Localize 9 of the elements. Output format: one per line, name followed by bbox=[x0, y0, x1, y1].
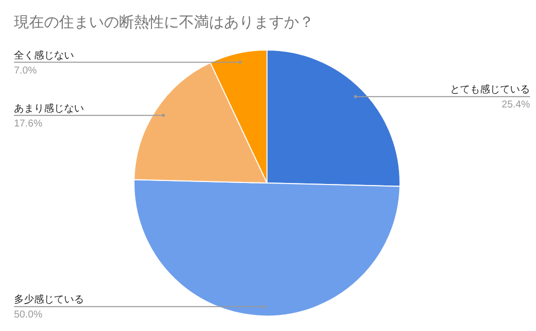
slice-label: あまり感じない bbox=[14, 102, 84, 114]
chart-title: 現在の住まいの断熱性に不満はありますか？ bbox=[14, 14, 314, 31]
data-label: 17.6% bbox=[14, 118, 42, 130]
slice-label: 多少感じている bbox=[14, 294, 84, 306]
data-label: 25.4% bbox=[502, 100, 530, 111]
slice-label: 全く感じない bbox=[14, 49, 74, 62]
data-label: 7.0% bbox=[14, 65, 37, 76]
slice-label: とても感じている bbox=[450, 84, 530, 96]
data-label: 50.0% bbox=[14, 310, 42, 321]
